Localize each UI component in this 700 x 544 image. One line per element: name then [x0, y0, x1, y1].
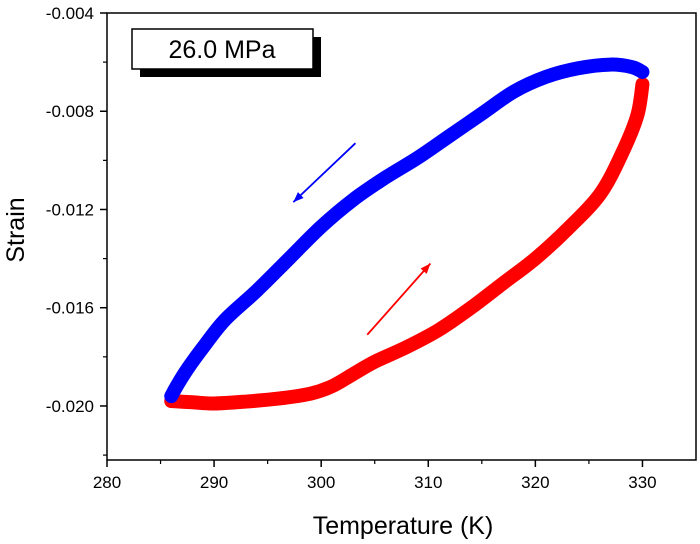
heating-curve — [164, 77, 650, 411]
pressure-label-box: 26.0 MPa — [131, 28, 321, 77]
data-series — [164, 57, 650, 411]
cooling-arrow-head — [293, 192, 304, 203]
x-tick-label: 290 — [200, 473, 228, 492]
heating-arrow-head — [420, 263, 431, 274]
y-tick-label: -0.020 — [46, 397, 94, 416]
y-tick-label: -0.012 — [46, 200, 94, 219]
y-tick-label: -0.008 — [46, 102, 94, 121]
heating-arrow — [366, 262, 432, 336]
x-tick-label: 320 — [521, 473, 549, 492]
x-tick-label: 330 — [628, 473, 656, 492]
x-tick-label: 310 — [414, 473, 442, 492]
direction-arrows — [292, 142, 432, 336]
axis-ticks: 280 290 300 310 320 330 -0.020 -0.016 -0.012 -0.0… — [46, 4, 657, 492]
y-axis-title: Strain — [2, 197, 30, 262]
x-tick-label: 300 — [307, 473, 335, 492]
x-axis-title: Temperature (K) — [313, 512, 494, 540]
y-tick-label: -0.004 — [46, 4, 94, 23]
x-tick-label: 280 — [93, 473, 121, 492]
y-tick-label: -0.016 — [46, 299, 94, 318]
plot-frame — [106, 12, 697, 461]
cooling-curve — [164, 57, 650, 404]
pressure-label: 26.0 MPa — [168, 36, 275, 64]
cooling-arrow — [292, 142, 357, 203]
